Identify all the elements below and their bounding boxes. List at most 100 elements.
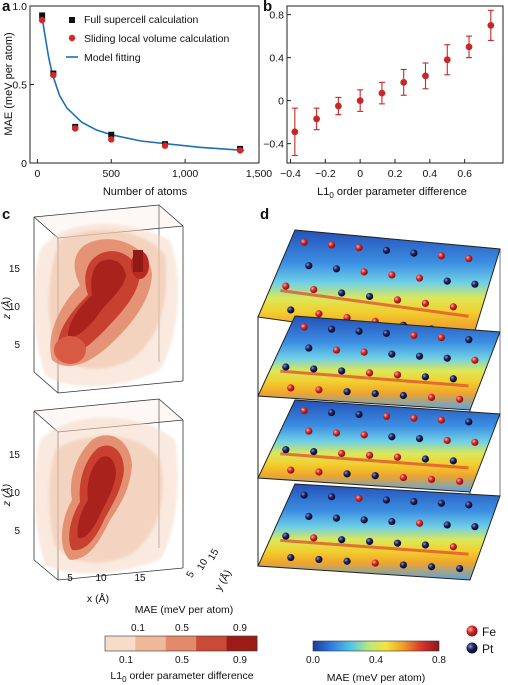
d-atom-fe bbox=[300, 407, 308, 415]
d-atom-fe bbox=[399, 473, 407, 482]
d-atom-pt bbox=[399, 561, 407, 569]
d-atom-fe bbox=[315, 386, 323, 394]
d-atom-pt bbox=[327, 493, 336, 501]
a-xtick-label: 1,500 bbox=[246, 168, 272, 180]
legend-label-model-fitting: Model fitting bbox=[84, 52, 141, 64]
panel-d-colorbar: 0.0 0.4 0.8 MAE (meV per atom) bbox=[306, 640, 446, 684]
d-atom-pt bbox=[465, 336, 473, 344]
d-atom-fe bbox=[388, 271, 396, 279]
b-point bbox=[443, 56, 451, 64]
d-atom-fe bbox=[343, 313, 351, 322]
d-slab-hotspot bbox=[280, 288, 469, 318]
d-atom-fe bbox=[393, 296, 402, 304]
d-atom-fe bbox=[310, 285, 318, 294]
d-slab-hotspot bbox=[280, 538, 469, 556]
d-atom-fe bbox=[355, 244, 363, 252]
d-atom-fe bbox=[415, 274, 424, 282]
b-point bbox=[356, 97, 364, 105]
panel-d-colorbar-bar bbox=[312, 640, 440, 652]
d-atom-fe bbox=[471, 438, 479, 446]
panel-label-a: a bbox=[2, 0, 11, 15]
panel-c-colorbar-top-tick-01: 0.1 bbox=[131, 623, 145, 634]
b-point bbox=[487, 21, 495, 29]
d-atom-pt bbox=[315, 555, 323, 564]
d-atom-pt bbox=[465, 418, 473, 426]
panel-b-xlabel: L10 order parameter difference bbox=[317, 186, 467, 200]
panel-c-upper-box: 15 10 5 z (Å) bbox=[0, 204, 184, 394]
b-ytick-label: 0 bbox=[278, 96, 284, 108]
panel-c-3d-isosurfaces: 15 10 5 z (Å) 15 10 5 z (Å) 5 10 1 bbox=[0, 204, 258, 684]
d-atom-pt bbox=[456, 564, 464, 573]
d-atom-fe bbox=[282, 282, 290, 290]
d-atom-fe bbox=[287, 384, 295, 392]
d-atom-fe bbox=[465, 254, 473, 263]
pt-legend-label: Pt bbox=[482, 642, 494, 656]
d-atom-pt bbox=[282, 446, 290, 454]
d-atom-pt bbox=[310, 447, 318, 456]
a-xtick-label: 0 bbox=[34, 168, 40, 180]
b-xtick-label: 0.4 bbox=[423, 168, 438, 180]
d-atom-fe bbox=[456, 395, 464, 403]
panel-c-upper-z-tick-15: 15 bbox=[9, 264, 21, 275]
panel-c-x-tick-10: 10 bbox=[95, 573, 107, 584]
d-atom-fe bbox=[437, 252, 445, 260]
d-atom-pt bbox=[332, 514, 341, 522]
d-atom-fe bbox=[393, 453, 402, 461]
d-atom-fe bbox=[287, 466, 295, 474]
d-atom-fe bbox=[437, 333, 445, 342]
b-point bbox=[291, 128, 299, 136]
pt-legend-icon bbox=[466, 642, 478, 654]
panel-label-d: d bbox=[260, 206, 270, 223]
d-atom-pt bbox=[449, 457, 457, 465]
panel-c-colorbar-bottom-title: L10 order parameter difference bbox=[110, 670, 253, 684]
d-atom-fe bbox=[449, 543, 457, 551]
d-atom-pt bbox=[382, 329, 391, 337]
d-slab-hotspot bbox=[280, 369, 469, 388]
d-atom-fe bbox=[410, 331, 418, 340]
d-atom-pt bbox=[471, 280, 479, 288]
d-atom-pt bbox=[449, 375, 457, 383]
d-atom-pt bbox=[305, 512, 313, 521]
panel-d-colorbar-tick-08: 0.8 bbox=[432, 655, 446, 666]
d-atom-fe bbox=[310, 534, 318, 542]
d-atom-pt bbox=[371, 390, 379, 398]
d-atom-pt bbox=[310, 365, 318, 373]
a-point-sliding-local bbox=[50, 71, 57, 79]
panel-a-chart: 0 500 1,000 1,500 0 0.5 1.0 MAE (meV per atom)… bbox=[3, 1, 272, 198]
b-point bbox=[334, 102, 342, 110]
d-atom-pt bbox=[343, 388, 351, 396]
b-xtick-label: 0.6 bbox=[457, 168, 472, 180]
c-colorbar-outline bbox=[104, 635, 258, 652]
a-point-sliding-local bbox=[72, 125, 79, 132]
panel-c-colorbar-bottom-tick-09: 0.9 bbox=[233, 655, 247, 666]
a-point-sliding-local bbox=[38, 16, 46, 24]
b-ytick-label: −0.4 bbox=[263, 139, 284, 151]
panel-c-y-tick-15: 15 bbox=[206, 547, 221, 563]
panel-c-lower-z-tick-5: 5 bbox=[14, 526, 20, 537]
d-atom-pt bbox=[421, 455, 430, 463]
d-atom-pt bbox=[415, 434, 424, 443]
panel-d-legend: Fe Pt bbox=[466, 625, 496, 656]
d-atom-fe bbox=[427, 393, 436, 401]
a-xtick-label: 500 bbox=[102, 168, 120, 180]
panel-b-plot-frame bbox=[286, 5, 504, 164]
d-atom-fe bbox=[300, 323, 308, 331]
d-slab bbox=[257, 399, 501, 493]
panel-c-lower-z-label: z (Å) bbox=[0, 484, 13, 507]
d-atom-fe bbox=[456, 477, 464, 485]
d-atom-pt bbox=[287, 306, 295, 314]
d-atom-pt bbox=[382, 496, 391, 504]
panel-c-upper-z-label: z (Å) bbox=[0, 297, 13, 320]
b-ytick-label: 0.8 bbox=[269, 10, 284, 22]
d-atom-pt bbox=[388, 350, 396, 358]
panel-label-b: b bbox=[263, 0, 273, 15]
d-atom-pt bbox=[471, 523, 479, 531]
panel-c-upper-z-tick-5: 5 bbox=[14, 340, 20, 351]
d-atom-pt bbox=[421, 373, 430, 381]
panel-c-y-tick-5: 5 bbox=[185, 569, 198, 580]
panel-c-colorbar-bottom-tick-01: 0.1 bbox=[119, 655, 133, 666]
panel-c-colorbar bbox=[104, 635, 258, 652]
panel-c-lower-box: 15 10 5 z (Å) 5 10 15 x (Å) 5 10 15 y (Å… bbox=[0, 398, 234, 605]
d-atom-pt bbox=[410, 249, 418, 257]
